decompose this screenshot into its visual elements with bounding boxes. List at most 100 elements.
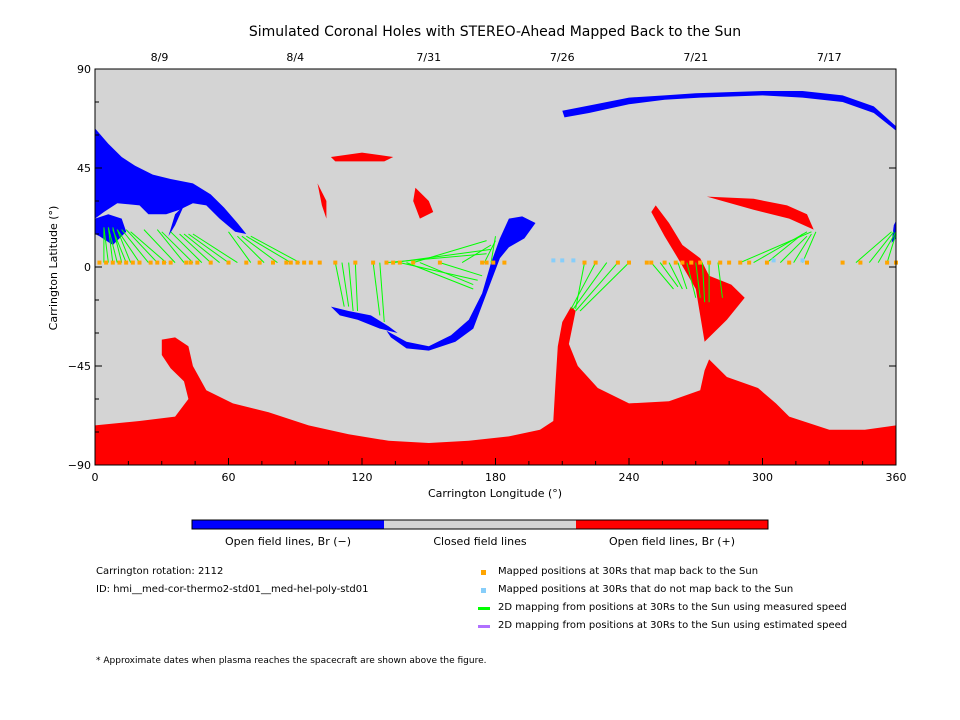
mapping-line-measured-62 bbox=[877, 231, 897, 263]
mapped-point-41 bbox=[644, 260, 649, 265]
mapping-line-measured-29 bbox=[379, 262, 385, 323]
mapping-line-measured-48 bbox=[677, 262, 688, 290]
x-tick-label-6: 360 bbox=[886, 471, 907, 484]
mapped-point-42 bbox=[649, 260, 654, 265]
colorbar-negative-segment bbox=[192, 520, 384, 529]
unmapped-point-1 bbox=[560, 258, 565, 263]
unmapped-point-3 bbox=[771, 258, 776, 263]
coronal-hole-positive-11 bbox=[317, 183, 327, 219]
mapping-line-measured-45 bbox=[650, 262, 674, 290]
mapped-point-30 bbox=[397, 260, 402, 265]
legend-item-2: 2D mapping from positions at 30Rs to the… bbox=[478, 602, 948, 616]
mapped-points bbox=[97, 258, 898, 265]
y-tick-label-0: −90 bbox=[68, 459, 91, 472]
mapping-line-measured-43 bbox=[575, 262, 619, 312]
polarity-colorbar: Open field lines, Br (−) Closed field li… bbox=[191, 519, 769, 548]
carrington-rotation-text: Carrington rotation: 2112 bbox=[96, 566, 224, 577]
y-tick-label-2: 0 bbox=[84, 261, 91, 274]
mapped-point-12 bbox=[188, 260, 193, 265]
x-axis-label: Carrington Longitude (°) bbox=[428, 487, 562, 500]
colorbar-label-negative: Open field lines, Br (−) bbox=[225, 535, 351, 548]
mapping-line-measured-31 bbox=[393, 248, 492, 264]
mapped-point-11 bbox=[184, 260, 189, 265]
top-date-label-5: 7/17 bbox=[817, 51, 842, 64]
mapping-line-measured-19 bbox=[228, 231, 252, 263]
mapping-line-measured-7 bbox=[116, 229, 140, 263]
mapping-line-measured-53 bbox=[717, 262, 723, 298]
legend: Mapped positions at 30Rs that map back t… bbox=[478, 566, 948, 646]
x-axis: 0 60 120 180 240 300 360 bbox=[92, 458, 907, 484]
mapping-line-measured-10 bbox=[130, 231, 167, 263]
coronal-hole-positive-10 bbox=[330, 152, 394, 162]
coronal-hole-positive-8 bbox=[651, 205, 745, 342]
y-axis-label: Carrington Latitude (°) bbox=[47, 206, 60, 331]
mapped-point-13 bbox=[195, 260, 200, 265]
legend-label-0: Mapped positions at 30Rs that map back t… bbox=[498, 566, 759, 577]
colorbar-closed-segment bbox=[384, 520, 576, 529]
mapping-line-measured-16 bbox=[183, 233, 220, 263]
mapped-point-18 bbox=[271, 260, 275, 265]
mapped-point-35 bbox=[491, 260, 496, 265]
mapping-line-measured-5 bbox=[112, 229, 127, 263]
coronal-hole-negative-5 bbox=[562, 91, 896, 131]
mapping-line-measured-37 bbox=[461, 244, 492, 264]
colorbar-label-closed: Closed field lines bbox=[433, 535, 527, 548]
top-date-label-0: 8/9 bbox=[151, 51, 169, 64]
mapped-point-36 bbox=[502, 260, 507, 265]
mapped-point-16 bbox=[244, 260, 249, 265]
x-tick-label-2: 120 bbox=[352, 471, 373, 484]
mapped-point-46 bbox=[689, 260, 694, 265]
mapping-line-measured-18 bbox=[192, 233, 238, 264]
mapped-point-31 bbox=[411, 260, 416, 265]
mapped-point-43 bbox=[662, 260, 667, 265]
coronal-hole-negative-1 bbox=[95, 214, 127, 245]
mapping-line-measured-61 bbox=[868, 231, 895, 263]
mapped-point-44 bbox=[673, 260, 678, 265]
mapping-line-measured-24 bbox=[334, 262, 345, 307]
mapped-point-47 bbox=[698, 260, 703, 265]
mapped-point-20 bbox=[288, 260, 293, 265]
model-id-text: ID: hmi__med-cor-thermo2-std01__med-hel-… bbox=[96, 584, 369, 595]
coronal-hole-regions bbox=[95, 91, 896, 465]
mapping-line-measured-50 bbox=[695, 262, 701, 298]
mapped-point-8 bbox=[155, 260, 160, 265]
mapping-line-measured-55 bbox=[753, 231, 808, 264]
mapping-line-measured-11 bbox=[143, 229, 176, 263]
mapped-point-57 bbox=[858, 260, 863, 265]
footnote: * Approximate dates when plasma reaches … bbox=[96, 656, 487, 666]
mapped-point-51 bbox=[738, 260, 743, 265]
top-date-label-4: 7/21 bbox=[683, 51, 708, 64]
mapping-line-measured-20 bbox=[237, 235, 265, 263]
mapped-point-27 bbox=[371, 260, 376, 265]
coronal-hole-negative-2 bbox=[168, 205, 184, 237]
mapping-line-measured-23 bbox=[250, 235, 300, 264]
legend-swatch-3 bbox=[478, 625, 490, 628]
mapped-point-38 bbox=[593, 260, 598, 265]
mapped-point-54 bbox=[787, 260, 792, 265]
mapped-point-1 bbox=[104, 260, 109, 265]
mapping-line-measured-41 bbox=[570, 262, 597, 310]
mapping-line-measured-33 bbox=[406, 262, 474, 290]
mapping-line-measured-60 bbox=[855, 231, 892, 263]
mapped-point-52 bbox=[747, 260, 752, 265]
mapped-point-32 bbox=[437, 260, 442, 265]
x-tick-label-1: 60 bbox=[222, 471, 236, 484]
mapped-point-48 bbox=[707, 260, 712, 265]
mapped-point-39 bbox=[615, 260, 620, 265]
mapped-point-19 bbox=[284, 260, 289, 265]
unmapped-point-0 bbox=[551, 258, 556, 263]
mapped-point-4 bbox=[124, 260, 129, 265]
mapped-point-37 bbox=[582, 260, 587, 265]
mapped-point-24 bbox=[317, 260, 322, 265]
mapping-line-measured-35 bbox=[419, 262, 474, 286]
coronal-hole-negative-3 bbox=[330, 306, 398, 333]
mapped-point-9 bbox=[161, 260, 166, 265]
mapped-point-56 bbox=[840, 260, 845, 265]
mapped-point-23 bbox=[308, 260, 313, 265]
mapping-line-measured-25 bbox=[341, 262, 350, 307]
top-date-label-3: 7/26 bbox=[550, 51, 575, 64]
unmapped-point-4 bbox=[800, 258, 805, 263]
mapped-point-29 bbox=[391, 260, 396, 265]
mapping-line-measured-49 bbox=[686, 262, 697, 298]
